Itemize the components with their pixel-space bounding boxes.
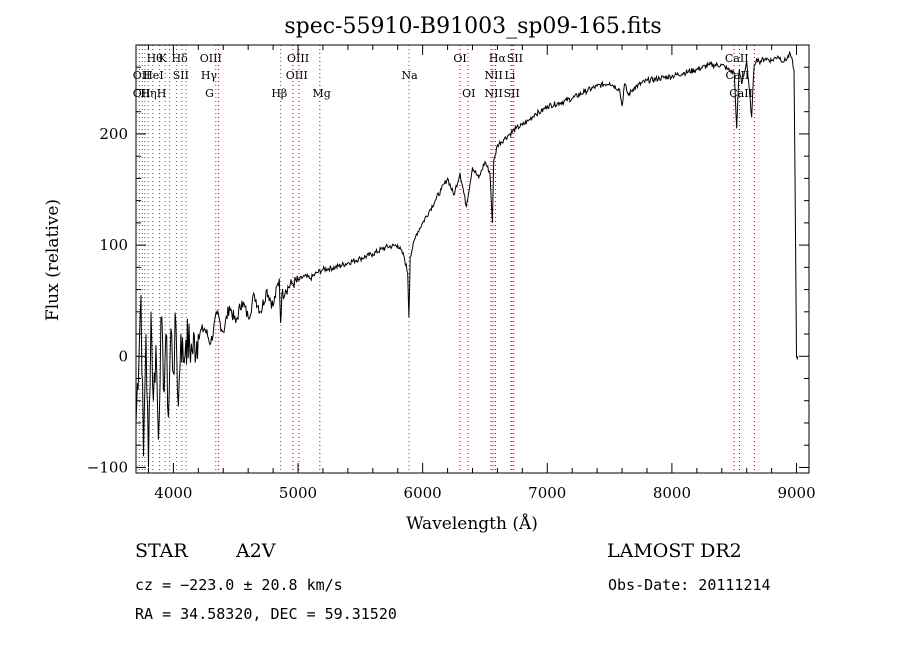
line-label: OIII: [287, 52, 309, 65]
object-subclass: A2V: [236, 540, 276, 562]
x-tick-label: 4000: [154, 484, 192, 502]
velocity-readout: cz = −223.0 ± 20.8 km/s: [135, 576, 343, 594]
object-class: STAR: [135, 540, 188, 562]
line-label: SII: [507, 52, 523, 65]
line-markers: [138, 45, 755, 473]
chart-title: spec-55910-B91003_sp09-165.fits: [284, 14, 661, 39]
spectrum-series: [135, 50, 799, 468]
x-tick-label: 8000: [653, 484, 691, 502]
line-label: Hδ: [172, 52, 189, 65]
plot-frame: [135, 44, 810, 474]
line-label: OII: [133, 69, 151, 82]
x-tick-label: 6000: [404, 484, 442, 502]
spectrum-line: [135, 50, 799, 468]
y-tick-label: 0: [118, 347, 128, 365]
axis-ticks: 4000 5000 6000 7000 8000 9000 −100 0 100 200: [87, 45, 816, 502]
survey-name: LAMOST DR2: [607, 540, 742, 562]
coordinates: RA = 34.58320, DEC = 59.31520: [135, 605, 397, 623]
line-label: Hβ: [271, 87, 287, 100]
line-label: OI: [462, 87, 475, 100]
line-label: CaII: [725, 52, 749, 65]
y-tick-label: 100: [99, 236, 128, 254]
line-label: H: [157, 87, 167, 100]
line-label: Hθ: [147, 52, 164, 65]
line-label: SII: [173, 69, 189, 82]
x-tick-label: 7000: [528, 484, 566, 502]
y-axis-label: Flux (relative): [43, 199, 63, 321]
line-label: Mg: [313, 87, 331, 100]
line-label: NII: [485, 69, 503, 82]
line-label: Li: [504, 69, 515, 82]
line-label: OIII: [286, 69, 308, 82]
line-label: Hη: [140, 87, 156, 100]
line-label: G: [205, 87, 214, 100]
line-label: OII: [133, 87, 151, 100]
line-label: HeI: [143, 69, 163, 82]
y-tick-label: 200: [99, 125, 128, 143]
x-axis-label: Wavelength (Å): [406, 513, 538, 534]
x-tick-label: 9000: [777, 484, 815, 502]
obs-date: Obs-Date: 20111214: [608, 576, 771, 594]
line-label: Na: [401, 69, 418, 82]
line-label: OIII: [200, 52, 222, 65]
line-label: K: [159, 52, 168, 65]
line-label: NII: [485, 87, 503, 100]
line-label: SII: [504, 87, 520, 100]
y-tick-label: −100: [87, 458, 128, 476]
x-tick-label: 5000: [279, 484, 317, 502]
line-label: Hα: [489, 52, 507, 65]
line-label: Hγ: [201, 69, 218, 82]
line-label: OI: [453, 52, 466, 65]
